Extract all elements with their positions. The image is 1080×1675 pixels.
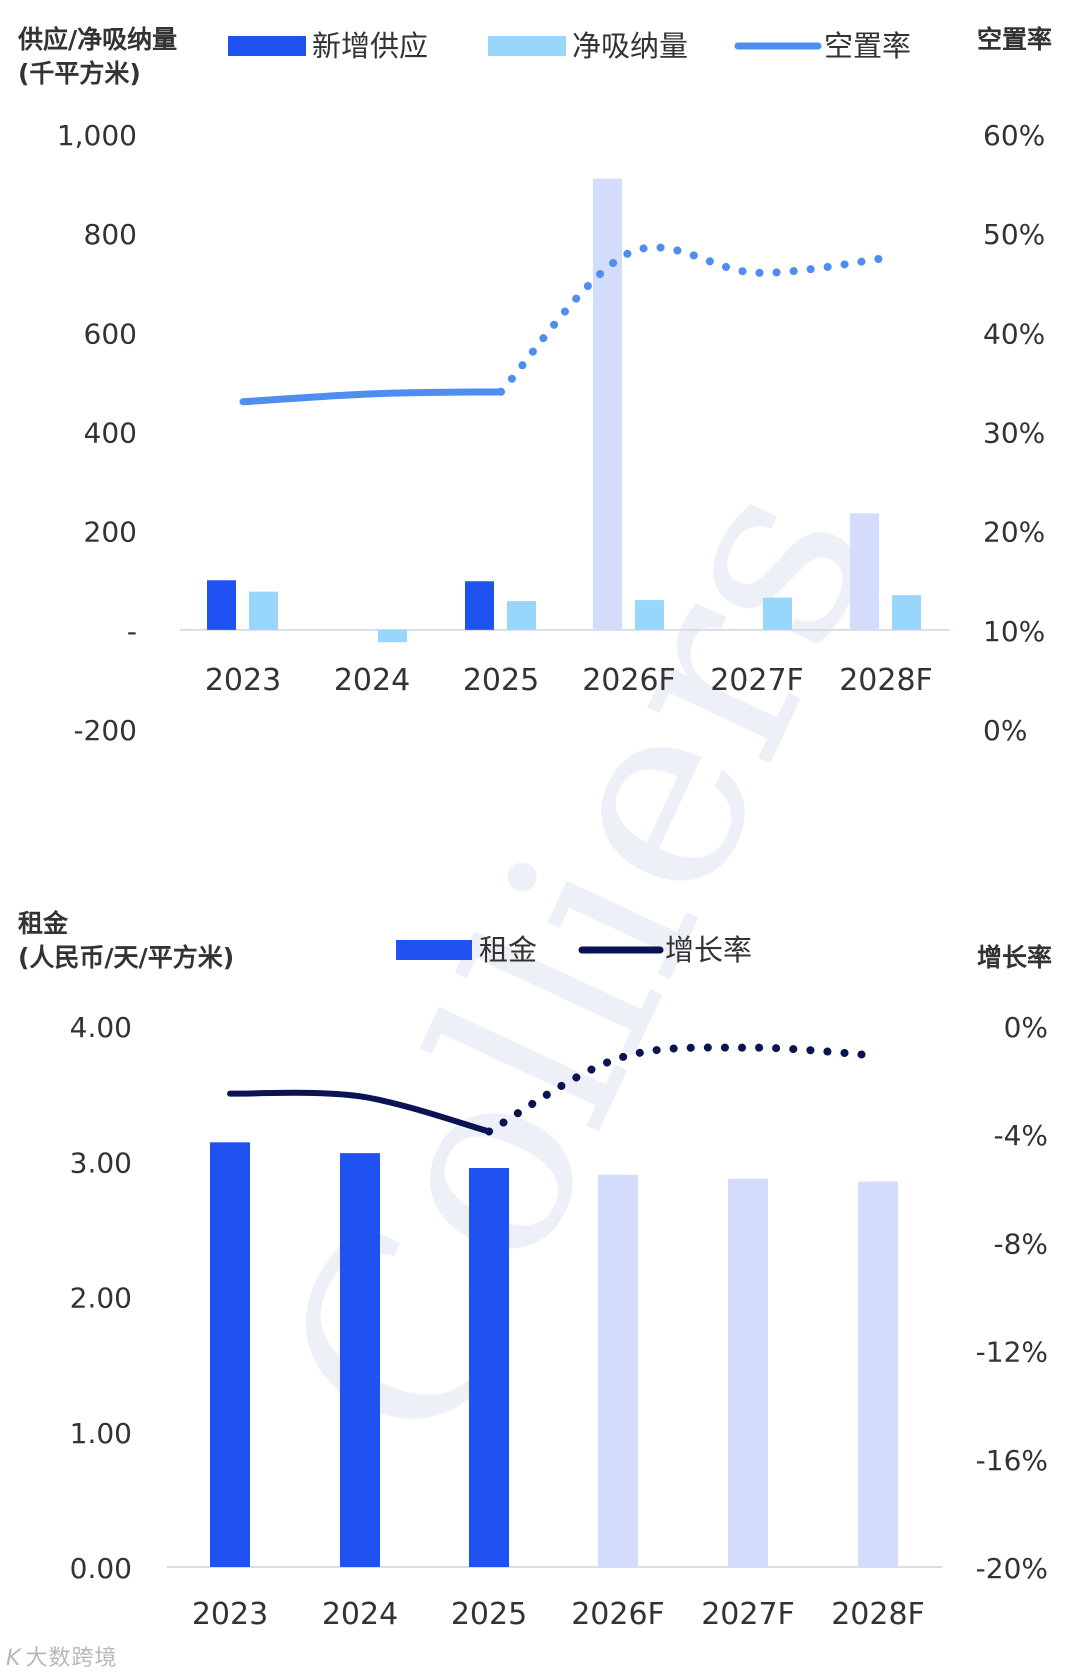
bar-absorption-2028F [892, 595, 921, 630]
legend-label-new-supply: 新增供应 [312, 29, 428, 63]
right-axis-title: 空置率 [977, 25, 1052, 54]
legend-swatch-new-supply [228, 36, 306, 56]
right-tick-label: -16% [976, 1444, 1048, 1477]
legend-swatch-rent [396, 940, 472, 960]
legend-label-absorption: 净吸纳量 [572, 29, 688, 63]
right-tick-label: 0% [1004, 1011, 1048, 1044]
x-tick-label: 2028F [839, 663, 933, 698]
left-tick-label: -200 [73, 714, 137, 747]
bar-absorption-2024 [378, 629, 407, 643]
growth-line-actual [227, 1089, 492, 1135]
right-tick-label: 10% [983, 615, 1045, 648]
footer-logo-mark: K [6, 1646, 22, 1671]
bar-rent-2024 [340, 1153, 380, 1567]
bar-absorption-2023 [249, 591, 278, 630]
left-axis-title: 租金 [18, 909, 69, 938]
left-tick-label: 0.00 [70, 1552, 132, 1585]
right-tick-label: 20% [983, 516, 1045, 549]
legend-rent-chart: 租金 增长率 [396, 933, 752, 967]
supply-vacancy-chart: 供应/净吸纳量 (千平方米) 空置率 新增供应 净吸纳量 空置率 1,000 800 600 40… [17, 25, 1052, 747]
left-tick-label: 3.00 [70, 1146, 132, 1179]
right-tick-label: 50% [983, 218, 1045, 251]
bar-rent-2023 [210, 1142, 250, 1567]
x-tick-label: 2027F [701, 1597, 795, 1632]
x-tick-label: 2025 [451, 1597, 527, 1632]
right-tick-label: -12% [976, 1336, 1048, 1369]
left-tick-label: 800 [84, 218, 137, 251]
right-tick-label: 0% [983, 714, 1027, 747]
right-tick-label: -20% [976, 1552, 1048, 1585]
vacancy-line-forecast [497, 243, 890, 396]
growth-line-forecast [485, 1043, 882, 1136]
left-tick-label: 400 [84, 417, 137, 450]
bar-absorption-2027F [763, 597, 792, 630]
x-tick-label: 2025 [463, 663, 539, 698]
bar-new-supply-2025 [465, 581, 494, 630]
right-axis-title: 增长率 [977, 943, 1052, 972]
bar-new-supply-2026F [593, 178, 622, 630]
left-tick-label: 4.00 [70, 1011, 132, 1044]
x-tick-label: 2024 [322, 1597, 398, 1632]
right-tick-label: -4% [993, 1119, 1048, 1152]
bar-absorption-2025 [507, 601, 536, 630]
x-tick-label: 2023 [205, 663, 281, 698]
left-tick-label: 2.00 [70, 1282, 132, 1315]
left-axis-unit: (千平方米) [18, 59, 141, 88]
left-axis-unit: (人民币/天/平方米) [18, 943, 234, 972]
right-tick-label: 40% [983, 317, 1045, 350]
bar-new-supply-2023 [207, 580, 236, 630]
footer-logo: K 大数跨境 [6, 1640, 117, 1672]
x-tick-label: 2026F [582, 663, 676, 698]
right-tick-label: 30% [983, 417, 1045, 450]
left-tick-label: 200 [84, 516, 137, 549]
left-tick-label: - [127, 615, 137, 648]
right-tick-label: 60% [983, 119, 1045, 152]
vacancy-line-actual [239, 388, 505, 406]
legend-label-vacancy: 空置率 [824, 29, 911, 63]
left-axis-title: 供应/净吸纳量 [17, 25, 177, 54]
x-tick-label: 2027F [710, 663, 804, 698]
left-tick-label: 600 [84, 317, 137, 350]
legend-label-rent: 租金 [479, 933, 537, 967]
legend-label-growth: 增长率 [665, 933, 752, 967]
right-tick-label: -8% [993, 1227, 1048, 1260]
bar-rent-2026F [598, 1174, 638, 1567]
x-tick-label: 2024 [334, 663, 410, 698]
bar-absorption-2026F [635, 600, 664, 630]
left-tick-label: 1.00 [70, 1417, 132, 1450]
x-tick-label: 2026F [571, 1597, 665, 1632]
legend-swatch-absorption [488, 36, 566, 56]
footer-logo-text: 大数跨境 [25, 1646, 118, 1671]
bar-rent-2025 [469, 1168, 509, 1567]
bar-new-supply-2028F [850, 513, 879, 630]
bar-rent-2028F [858, 1181, 898, 1567]
x-tick-label: 2023 [192, 1597, 268, 1632]
legend-supply-chart: 新增供应 净吸纳量 空置率 [228, 29, 911, 63]
x-tick-label: 2028F [831, 1597, 925, 1632]
left-tick-label: 1,000 [57, 119, 137, 152]
bar-rent-2027F [728, 1178, 768, 1567]
